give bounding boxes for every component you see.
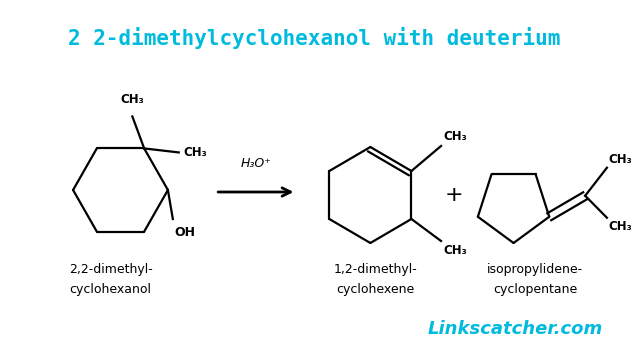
Text: CH₃: CH₃ bbox=[184, 146, 207, 159]
Text: 2,2-dimethyl-: 2,2-dimethyl- bbox=[69, 264, 153, 277]
Text: isopropylidene-: isopropylidene- bbox=[487, 264, 583, 277]
Text: cyclopentane: cyclopentane bbox=[493, 284, 577, 297]
Text: CH₃: CH₃ bbox=[608, 220, 632, 233]
Text: +: + bbox=[445, 185, 464, 205]
Text: H₃O⁺: H₃O⁺ bbox=[240, 157, 271, 170]
Text: 2 2-dimethylcyclohexanol with deuterium: 2 2-dimethylcyclohexanol with deuterium bbox=[68, 27, 560, 49]
Text: CH₃: CH₃ bbox=[120, 93, 144, 106]
Text: cyclohexene: cyclohexene bbox=[336, 284, 415, 297]
Text: Linkscatcher.com: Linkscatcher.com bbox=[427, 320, 602, 338]
Text: cyclohexanol: cyclohexanol bbox=[69, 284, 151, 297]
Text: 1,2-dimethyl-: 1,2-dimethyl- bbox=[333, 264, 417, 277]
Text: OH: OH bbox=[175, 226, 196, 239]
Text: CH₃: CH₃ bbox=[443, 244, 467, 257]
Text: CH₃: CH₃ bbox=[443, 130, 467, 143]
Text: CH₃: CH₃ bbox=[608, 153, 632, 166]
